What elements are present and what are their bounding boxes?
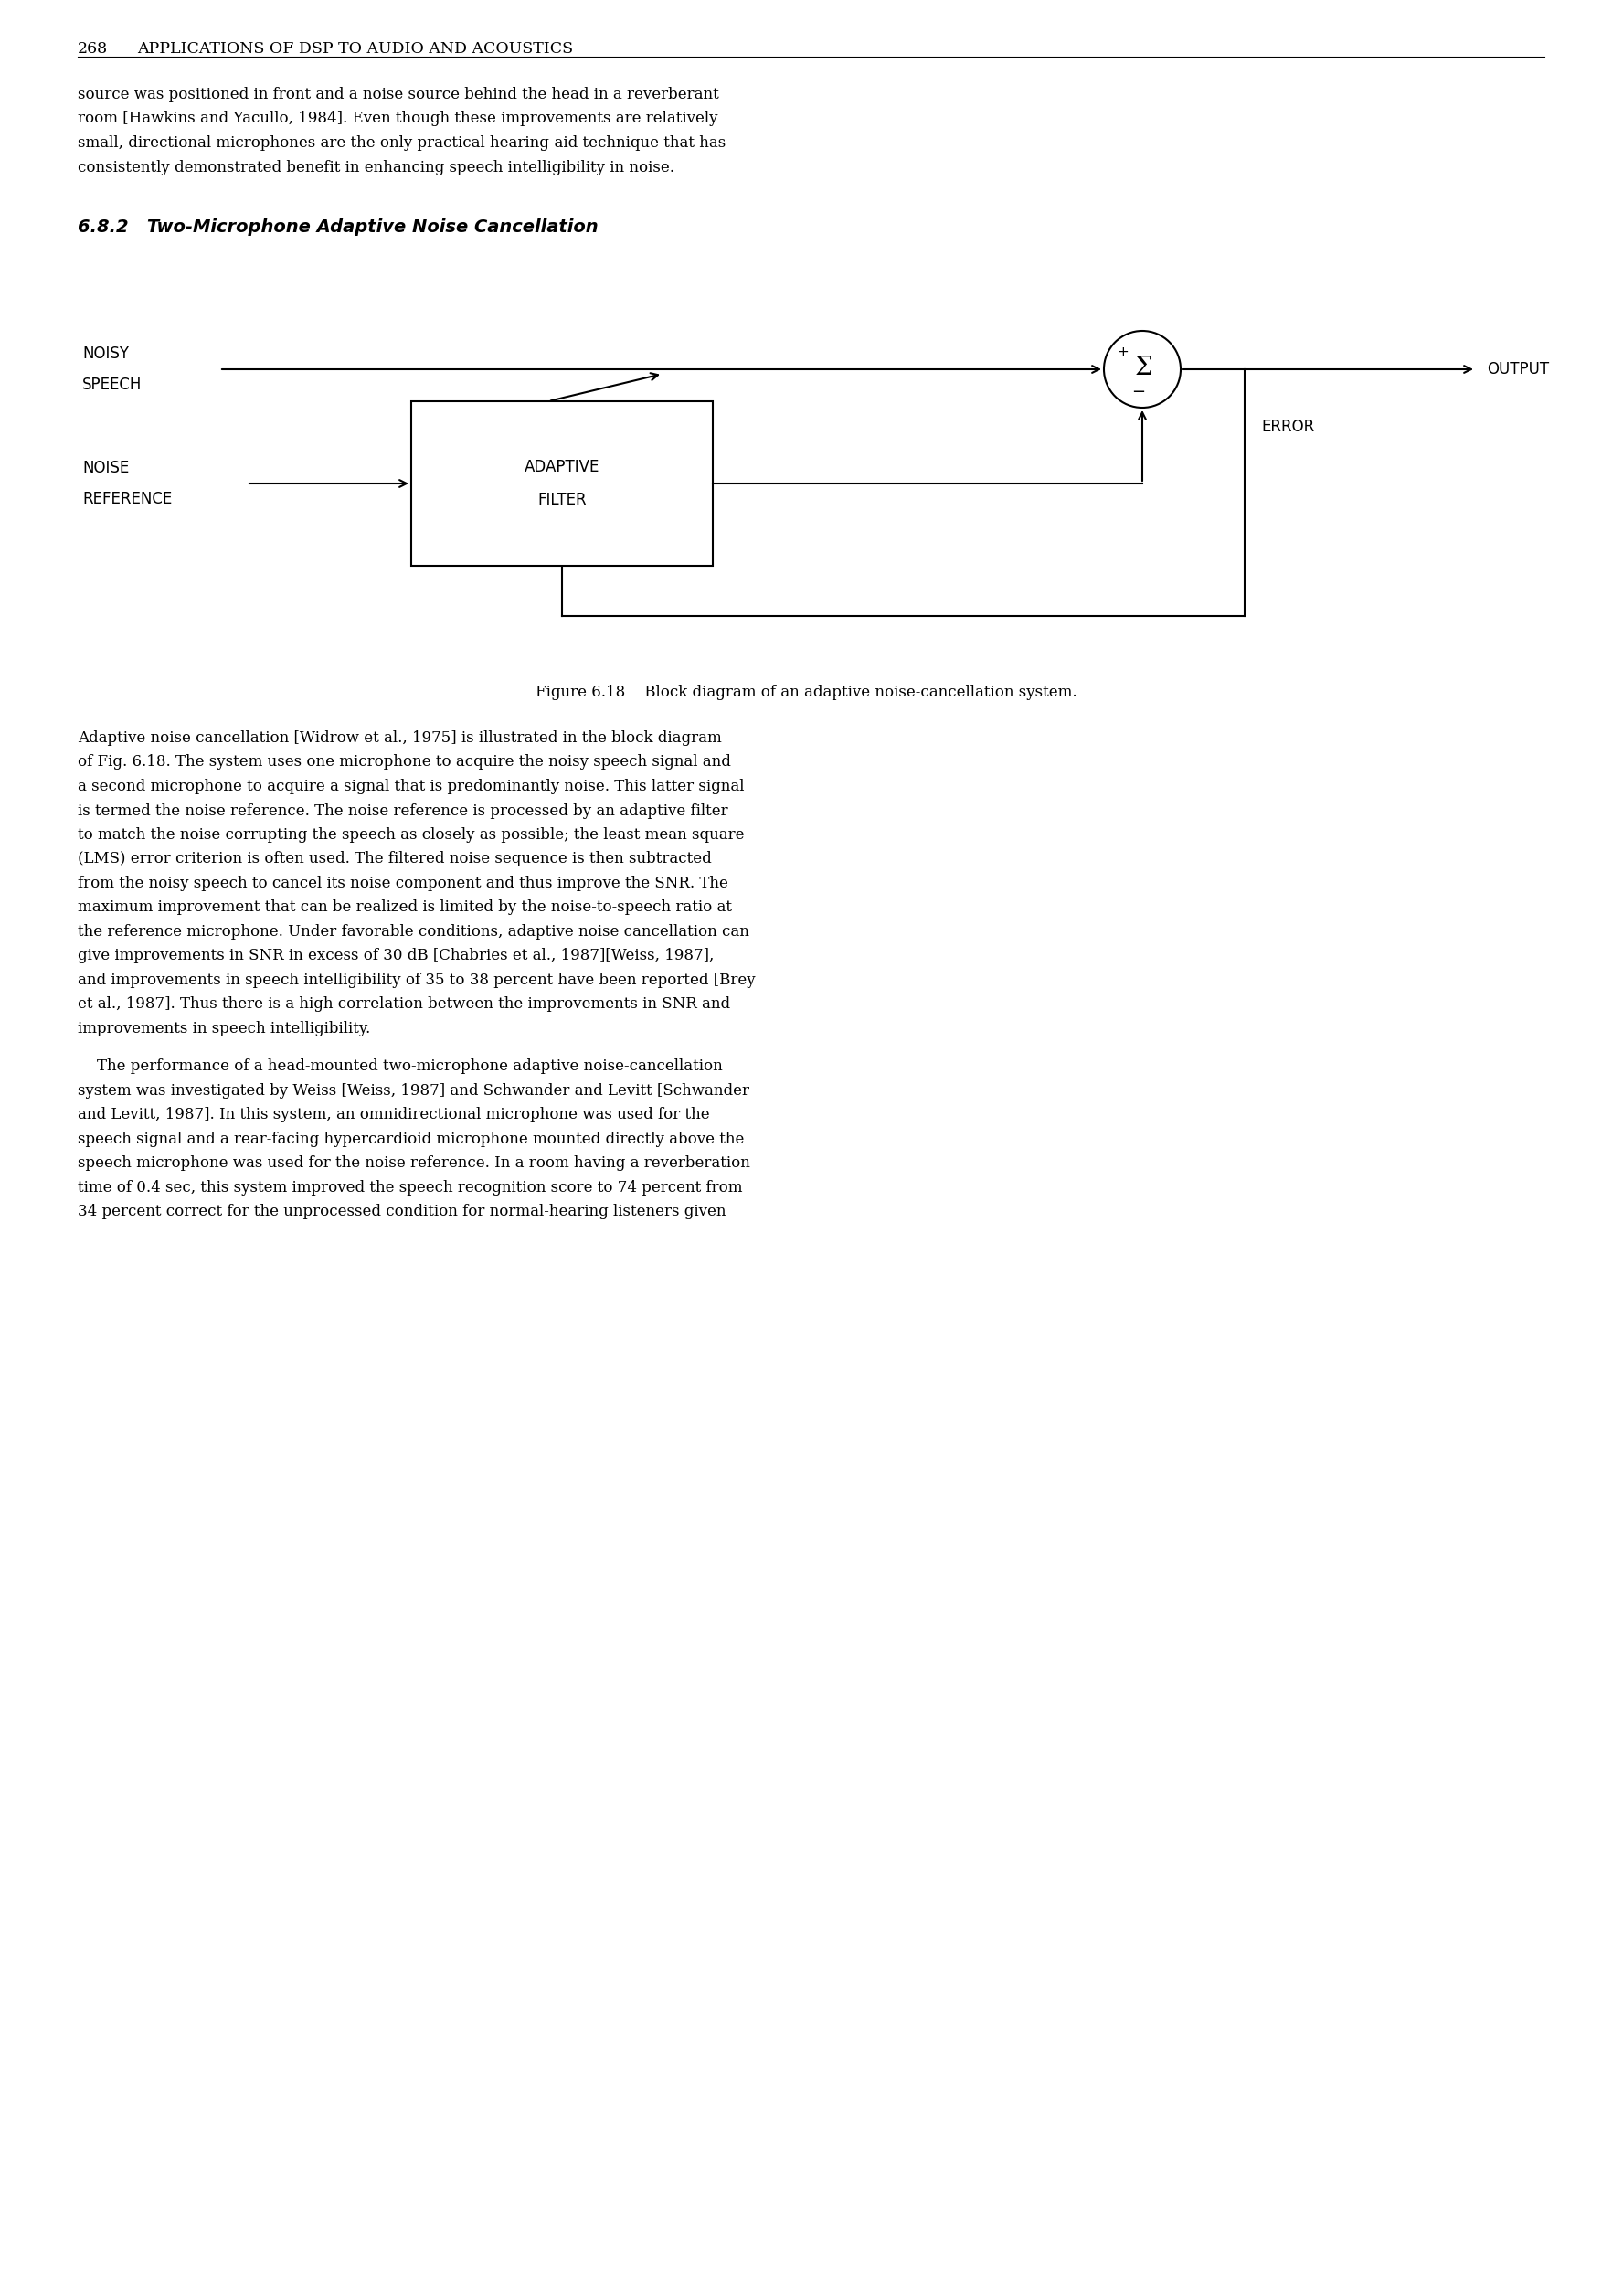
Text: a second microphone to acquire a signal that is predominantly noise. This latter: a second microphone to acquire a signal …	[77, 778, 743, 794]
Text: −: −	[1132, 383, 1145, 400]
Text: SPEECH: SPEECH	[82, 377, 142, 393]
Text: 268: 268	[77, 41, 108, 57]
Text: to match the noise corrupting the speech as closely as possible; the least mean : to match the noise corrupting the speech…	[77, 827, 743, 843]
Text: FILTER: FILTER	[537, 491, 587, 507]
Text: speech microphone was used for the noise reference. In a room having a reverbera: speech microphone was used for the noise…	[77, 1155, 750, 1171]
Text: and improvements in speech intelligibility of 35 to 38 percent have been reporte: and improvements in speech intelligibili…	[77, 974, 754, 987]
Text: the reference microphone. Under favorable conditions, adaptive noise cancellatio: the reference microphone. Under favorabl…	[77, 923, 750, 939]
Text: REFERENCE: REFERENCE	[82, 491, 172, 507]
Text: small, directional microphones are the only practical hearing-aid technique that: small, directional microphones are the o…	[77, 135, 725, 152]
Text: Figure 6.18    Block diagram of an adaptive noise-cancellation system.: Figure 6.18 Block diagram of an adaptive…	[535, 684, 1077, 700]
Text: 6.8.2   Two-Microphone Adaptive Noise Cancellation: 6.8.2 Two-Microphone Adaptive Noise Canc…	[77, 218, 598, 236]
Text: APPLICATIONS OF DSP TO AUDIO AND ACOUSTICS: APPLICATIONS OF DSP TO AUDIO AND ACOUSTI…	[137, 41, 572, 57]
Text: ADAPTIVE: ADAPTIVE	[524, 459, 600, 475]
Text: The performance of a head-mounted two-microphone adaptive noise-cancellation: The performance of a head-mounted two-mi…	[77, 1058, 722, 1075]
Text: maximum improvement that can be realized is limited by the noise-to-speech ratio: maximum improvement that can be realized…	[77, 900, 732, 916]
Text: 34 percent correct for the unprocessed condition for normal-hearing listeners gi: 34 percent correct for the unprocessed c…	[77, 1203, 725, 1219]
Text: OUTPUT: OUTPUT	[1486, 360, 1548, 377]
Text: give improvements in SNR in excess of 30 dB [Chabries et al., 1987][Weiss, 1987]: give improvements in SNR in excess of 30…	[77, 948, 714, 964]
Text: NOISE: NOISE	[82, 459, 129, 475]
Text: (LMS) error criterion is often used. The filtered noise sequence is then subtrac: (LMS) error criterion is often used. The…	[77, 852, 711, 868]
Text: et al., 1987]. Thus there is a high correlation between the improvements in SNR : et al., 1987]. Thus there is a high corr…	[77, 996, 730, 1013]
Text: Σ: Σ	[1135, 356, 1153, 379]
Text: time of 0.4 sec, this system improved the speech recognition score to 74 percent: time of 0.4 sec, this system improved th…	[77, 1180, 742, 1196]
Text: +: +	[1117, 344, 1128, 358]
Text: room [Hawkins and Yacullo, 1984]. Even though these improvements are relatively: room [Hawkins and Yacullo, 1984]. Even t…	[77, 110, 717, 126]
Bar	[411, 402, 713, 565]
Text: from the noisy speech to cancel its noise component and thus improve the SNR. Th: from the noisy speech to cancel its nois…	[77, 875, 727, 891]
Text: consistently demonstrated benefit in enhancing speech intelligibility in noise.: consistently demonstrated benefit in enh…	[77, 158, 674, 174]
Text: is termed the noise reference. The noise reference is processed by an adaptive f: is termed the noise reference. The noise…	[77, 804, 727, 817]
Text: source was positioned in front and a noise source behind the head in a reverbera: source was positioned in front and a noi…	[77, 87, 719, 103]
Text: and Levitt, 1987]. In this system, an omnidirectional microphone was used for th: and Levitt, 1987]. In this system, an om…	[77, 1107, 709, 1123]
Text: speech signal and a rear-facing hypercardioid microphone mounted directly above : speech signal and a rear-facing hypercar…	[77, 1132, 743, 1148]
Text: ERROR: ERROR	[1261, 418, 1314, 434]
Text: improvements in speech intelligibility.: improvements in speech intelligibility.	[77, 1022, 371, 1035]
Text: of Fig. 6.18. The system uses one microphone to acquire the noisy speech signal : of Fig. 6.18. The system uses one microp…	[77, 755, 730, 769]
Text: system was investigated by Weiss [Weiss, 1987] and Schwander and Levitt [Schwand: system was investigated by Weiss [Weiss,…	[77, 1084, 750, 1100]
Text: NOISY: NOISY	[82, 344, 129, 363]
Text: Adaptive noise cancellation [Widrow et al., 1975] is illustrated in the block di: Adaptive noise cancellation [Widrow et a…	[77, 730, 721, 746]
